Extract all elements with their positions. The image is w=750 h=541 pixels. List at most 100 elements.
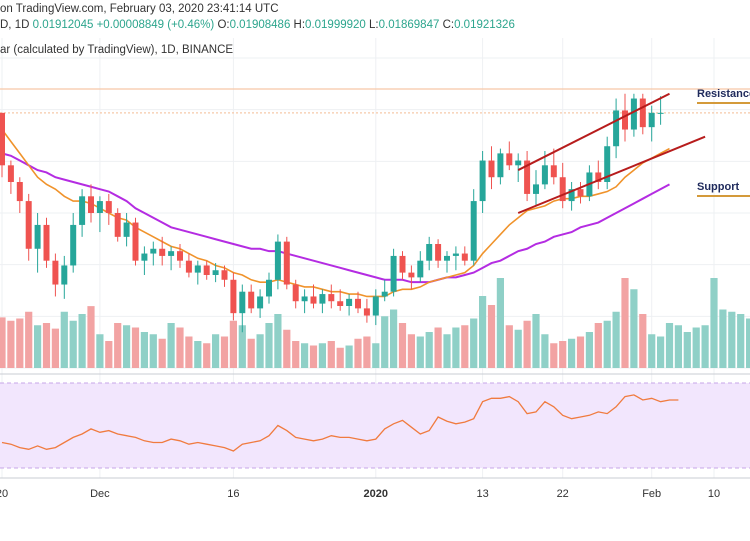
volume-bar	[541, 334, 549, 368]
candle-body	[274, 241, 281, 280]
volume-bar	[301, 343, 309, 368]
volume-bar	[292, 341, 300, 368]
candle-body	[114, 213, 121, 237]
candle-body	[79, 196, 86, 225]
volume-bar	[0, 317, 6, 368]
x-tick-label: 22	[557, 488, 569, 500]
volume-bar	[42, 323, 51, 368]
volume-bar	[229, 320, 237, 368]
channel-upper-line	[517, 92, 670, 171]
candle-body	[399, 255, 406, 273]
volume-bar	[87, 306, 95, 368]
support-label: Support	[697, 181, 740, 193]
candle-body	[479, 160, 486, 202]
volume-bar	[639, 314, 647, 368]
volume-bar	[701, 325, 709, 368]
candle-body	[52, 260, 59, 285]
volume-bar	[603, 320, 611, 368]
volume-bar	[265, 323, 273, 368]
volume-bar	[256, 334, 264, 368]
volume-bar	[407, 334, 415, 368]
volume-bar	[746, 318, 750, 368]
subtitle-text: ar (calculated by TradingView), 1D, BINA…	[0, 44, 234, 56]
volume-bar	[621, 278, 629, 368]
volume-bar	[16, 318, 24, 368]
x-tick-label: 2020	[364, 488, 388, 500]
volume-bar	[283, 329, 291, 368]
candle-body	[417, 260, 424, 278]
volume-bar	[354, 338, 362, 368]
volume-bar	[220, 336, 229, 368]
x-tick-label: 20	[0, 488, 8, 500]
candle-body	[372, 296, 379, 316]
rsi-band	[0, 383, 750, 468]
volume-bar	[167, 323, 175, 368]
candle-body	[25, 201, 32, 249]
volume-bar	[158, 338, 166, 368]
volume-bar	[479, 296, 487, 368]
candle-body	[132, 222, 139, 261]
volume-bar	[532, 314, 540, 368]
volume-bar	[710, 278, 718, 368]
candle-body	[488, 160, 495, 178]
candle-body	[355, 298, 361, 309]
candle-body	[613, 110, 620, 147]
volume-bar	[309, 345, 318, 368]
candle-body	[266, 279, 272, 297]
volume-bar	[60, 311, 68, 368]
candle-body	[185, 260, 192, 273]
volume-bar	[7, 320, 15, 368]
candle-body	[515, 160, 522, 166]
volume-bar	[114, 323, 122, 368]
volume-bar	[496, 278, 504, 368]
candle-body	[524, 160, 531, 194]
candle-body	[426, 244, 433, 261]
volume-bar	[568, 338, 576, 368]
candle-body	[212, 270, 219, 275]
candle-body	[595, 172, 602, 182]
candle-body	[301, 296, 308, 302]
volume-bar	[149, 334, 157, 368]
volume-bar	[470, 318, 478, 368]
ma-slow-line	[1, 152, 670, 284]
volume-bar	[505, 325, 513, 368]
candle-body	[257, 296, 264, 309]
candle-body	[88, 196, 94, 213]
volume-bar	[559, 341, 567, 368]
candle-body	[105, 201, 112, 213]
volume-bar	[514, 329, 522, 368]
volume-bar	[434, 327, 442, 368]
candle-body	[230, 279, 237, 314]
volume-bar	[719, 309, 727, 368]
candle-body	[452, 253, 459, 256]
candle-body	[381, 291, 388, 297]
chart-subtitle: ar (calculated by TradingView), 1D, BINA…	[0, 44, 233, 56]
candle-body	[7, 165, 14, 182]
candle-body	[506, 153, 513, 166]
volume-bar	[425, 332, 433, 368]
x-tick-label: 16	[227, 488, 239, 500]
candle-body	[221, 270, 228, 280]
volume-bar	[34, 325, 42, 368]
volume-bar	[461, 325, 469, 368]
candle-body	[444, 255, 450, 261]
candle-body	[319, 294, 326, 304]
candle-body	[194, 265, 201, 273]
volume-bar	[665, 323, 674, 368]
header-source-line: on TradingView.com, February 03, 2020 23…	[0, 3, 279, 15]
volume-bar	[194, 341, 202, 368]
candle-body	[159, 248, 166, 256]
candle-body	[568, 189, 575, 202]
volume-bar	[363, 336, 371, 368]
candle-body	[577, 189, 584, 197]
candle-body	[70, 224, 77, 266]
channel-lower-line	[517, 135, 706, 214]
header-ohlc-line: D, 1D 0.01912045 +0.00008849 (+0.46%) O:…	[0, 19, 515, 31]
volume-bar	[25, 311, 33, 368]
candle-body	[123, 222, 130, 237]
volume-bar	[443, 334, 451, 368]
candle-body	[150, 248, 157, 254]
volume-bar	[96, 334, 104, 368]
